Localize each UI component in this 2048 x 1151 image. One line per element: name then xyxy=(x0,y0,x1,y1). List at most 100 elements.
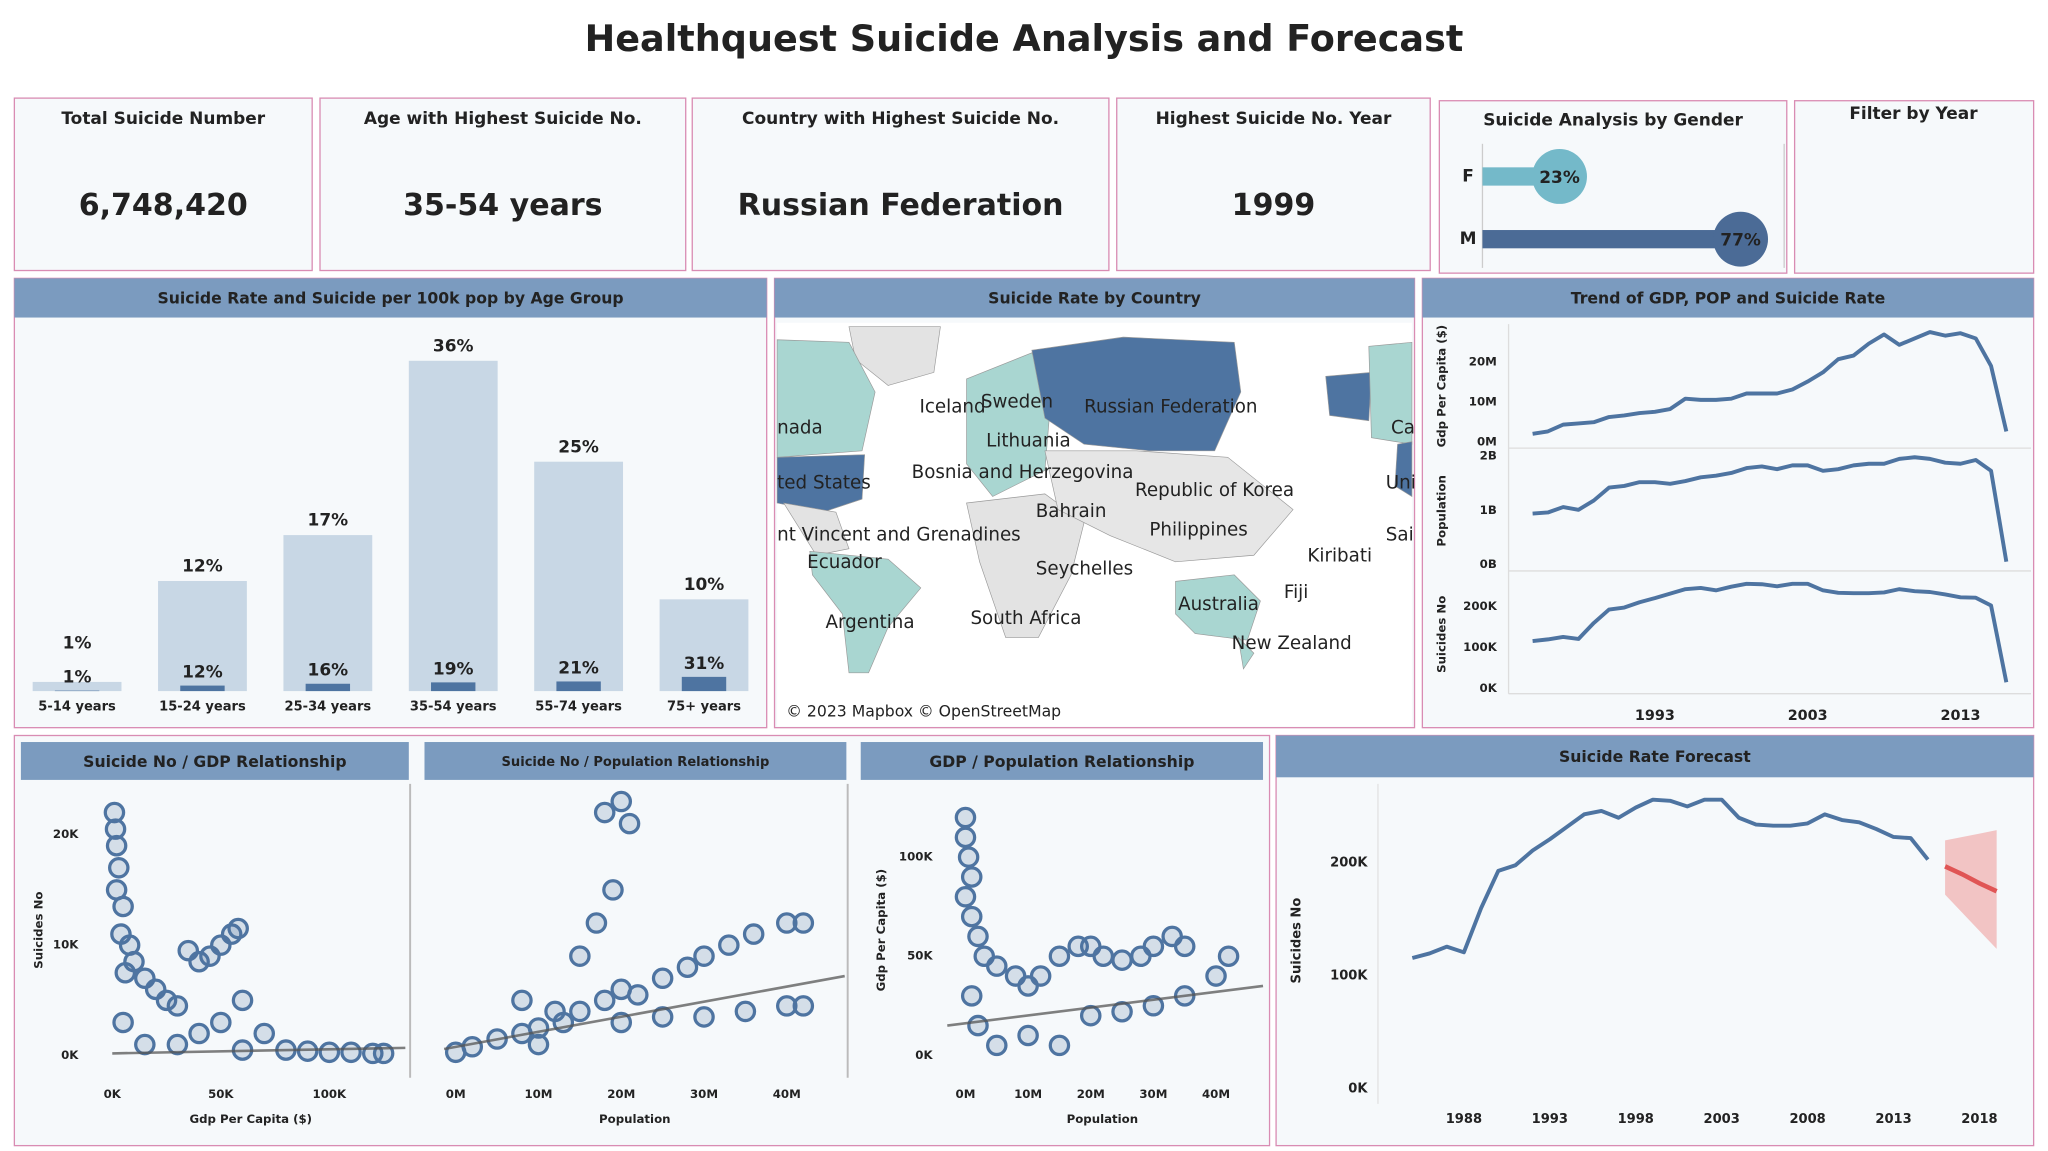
x-tick-label: 1993 xyxy=(1635,708,1675,724)
value-label: 1% xyxy=(63,634,92,654)
point xyxy=(718,934,740,956)
point xyxy=(318,1041,341,1064)
y-tick-label: 0K xyxy=(61,1048,79,1062)
x-tick-label: 25-34 years xyxy=(285,699,372,714)
panel-title: Trend of GDP, POP and Suicide Rate xyxy=(1571,289,1885,308)
x-tick-label: 0M xyxy=(446,1087,466,1101)
country-label: Lithuania xyxy=(986,431,1071,452)
panel-title: Suicide Rate Forecast xyxy=(1559,747,1751,766)
bar xyxy=(305,683,351,692)
point xyxy=(954,886,977,908)
category-label: F xyxy=(1462,166,1474,186)
point xyxy=(527,1033,550,1056)
x-tick-label: 2013 xyxy=(1875,1112,1911,1127)
x-tick-label: 15-24 years xyxy=(159,699,246,714)
point xyxy=(1205,965,1227,987)
y-tick-label: 100K xyxy=(1330,969,1368,984)
axis-label: Suicides No xyxy=(1289,898,1304,984)
x-tick-label: 2008 xyxy=(1789,1112,1825,1127)
x-tick-label: 35-54 years xyxy=(410,699,497,714)
value-label: 12% xyxy=(182,663,223,683)
line xyxy=(1532,581,2009,683)
country-label: Ca xyxy=(1391,418,1415,439)
point xyxy=(651,1006,674,1028)
country-shape xyxy=(783,502,850,556)
panel xyxy=(1275,734,2035,1147)
bar xyxy=(32,681,122,692)
point xyxy=(1092,945,1115,968)
point xyxy=(776,995,798,1017)
x-tick-label: 1993 xyxy=(1532,1112,1568,1127)
map-attribution: © 2023 Mapbox © OpenStreetMap xyxy=(786,701,1061,720)
y-tick-label: 10M xyxy=(1469,394,1497,408)
panel-header xyxy=(1276,735,2034,778)
panel xyxy=(1421,277,2035,729)
point xyxy=(544,1000,566,1023)
panel-header xyxy=(1422,278,2034,318)
bar xyxy=(556,681,601,692)
point xyxy=(1029,965,1052,987)
kpi-label: Age with Highest Suicide No. xyxy=(364,109,642,129)
point xyxy=(960,905,983,928)
y-tick-label: 50K xyxy=(907,949,933,963)
point xyxy=(340,1041,362,1064)
x-tick-label: 1988 xyxy=(1446,1112,1482,1127)
panel-title: Suicide No / Population Relationship xyxy=(502,755,770,770)
point xyxy=(1048,945,1071,968)
x-tick-label: 10M xyxy=(524,1087,552,1101)
panel xyxy=(13,97,313,272)
panel-header xyxy=(20,742,409,780)
x-tick-label: 55-74 years xyxy=(535,699,622,714)
x-tick-label: 100K xyxy=(313,1087,348,1101)
country-label: New Zealand xyxy=(1232,633,1352,654)
country-shape xyxy=(776,454,865,513)
panel-header xyxy=(14,278,767,318)
point xyxy=(960,985,983,1007)
point xyxy=(693,945,715,967)
line xyxy=(1532,330,2009,436)
point xyxy=(602,879,624,901)
point xyxy=(610,790,633,813)
value-label: 10% xyxy=(684,575,725,595)
page-title: Healthquest Suicide Analysis and Forecas… xyxy=(585,17,1464,60)
value-label: 36% xyxy=(433,336,474,356)
point xyxy=(960,866,983,888)
country-label: Seychelles xyxy=(1036,559,1133,580)
kpi-value: 6,748,420 xyxy=(79,188,248,223)
point xyxy=(227,917,249,940)
x-tick-label: 2003 xyxy=(1788,708,1828,724)
bar xyxy=(659,599,749,692)
point xyxy=(105,834,128,857)
y-tick-label: 10K xyxy=(53,938,79,952)
axis-label: Gdp Per Capita ($) xyxy=(1434,325,1448,448)
filter-title: Filter by Year xyxy=(1849,104,1978,124)
bar xyxy=(158,580,247,692)
x-tick-label: 20M xyxy=(1077,1087,1105,1101)
kpi-label: Highest Suicide No. Year xyxy=(1156,109,1392,129)
country-shape xyxy=(1394,441,1413,498)
panel xyxy=(319,97,687,272)
axis-label: Gdp Per Capita ($) xyxy=(189,1112,312,1126)
point xyxy=(1173,935,1196,958)
panel xyxy=(1116,97,1431,272)
country-label: Kiribati xyxy=(1307,546,1372,567)
point xyxy=(296,1040,319,1062)
y-tick-label: 0K xyxy=(915,1048,933,1062)
kpi-label: Total Suicide Number xyxy=(61,109,265,129)
point xyxy=(134,1033,156,1056)
x-tick-label: 30M xyxy=(1139,1087,1167,1101)
country-shape xyxy=(966,493,1085,638)
value-label: 23% xyxy=(1539,168,1580,188)
value-label: 19% xyxy=(433,659,474,679)
point xyxy=(593,989,616,1012)
axis-label: Suicides No xyxy=(32,892,46,969)
x-tick-label: 2013 xyxy=(1941,708,1981,724)
point xyxy=(792,995,815,1017)
chart-title: Suicide Analysis by Gender xyxy=(1483,110,1743,130)
y-tick-label: 1B xyxy=(1480,503,1497,517)
country-label: Republic of Korea xyxy=(1135,480,1294,501)
bar xyxy=(180,685,225,692)
point xyxy=(253,1022,276,1045)
point xyxy=(986,955,1008,977)
